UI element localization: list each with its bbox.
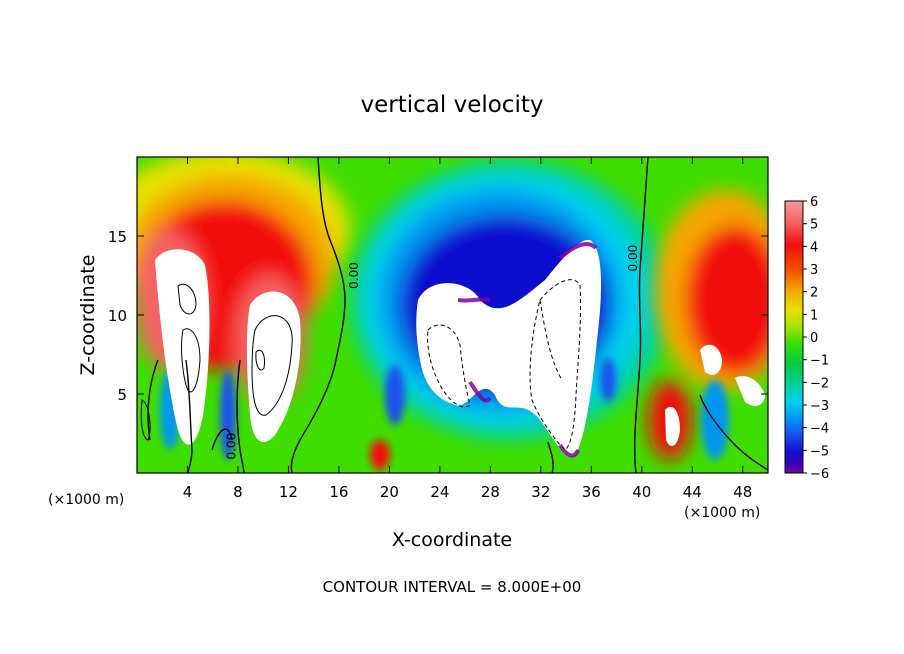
contour-label: 0.00 [224,433,238,460]
colorbar-tick-label: 5 [810,218,818,233]
x-tick-label: 28 [481,483,500,501]
y-tick-label: 15 [108,228,127,246]
colorbar-tick-label: 1 [810,308,818,323]
colorbar: 6 5 4 3 2 1 0 −1 −2 −3 −4 −5 −6 [784,195,829,482]
x-tick-label: 12 [279,483,298,501]
x-unit-left: (×1000 m) [48,492,124,508]
x-tick-label: 8 [233,483,243,501]
x-tick-label: 40 [632,483,651,501]
contour-label: 0.00 [626,245,640,272]
colorbar-tick-label: −4 [810,422,829,437]
contour-label: 0.00 [347,262,361,289]
x-tick-label: 16 [329,483,348,501]
contour-labels: 0.00 0.00 0.00 [224,245,639,460]
y-axis-ticks: 5 10 15 [108,228,768,404]
y-tick-label: 10 [108,307,127,325]
x-tick-label: 4 [183,483,193,501]
x-tick-label: 20 [380,483,399,501]
chart-title: vertical velocity [361,92,544,118]
colorbar-tick-label: −1 [810,354,829,369]
colorbar-gradient [784,200,804,474]
x-axis-label: X-coordinate [392,529,512,551]
x-tick-label: 36 [582,483,601,501]
colorbar-tick-label: 2 [810,286,818,301]
colorbar-ticks: 6 5 4 3 2 1 0 −1 −2 −3 −4 −5 −6 [803,195,829,482]
colorbar-tick-label: −6 [810,467,829,482]
colorbar-tick-label: −2 [810,376,829,391]
y-tick-label: 5 [117,386,127,404]
x-tick-label: 44 [683,483,702,501]
x-tick-label: 32 [531,483,550,501]
colorbar-tick-label: 0 [810,331,818,346]
heatmap-field [137,157,768,473]
colorbar-tick-label: 3 [810,263,818,278]
contour-interval-note: CONTOUR INTERVAL = 8.000E+00 [323,578,582,596]
x-axis-ticks: 4 8 12 16 20 24 28 32 36 40 44 48 [183,157,752,501]
y-axis-label: Z-coordinate [77,255,99,376]
colorbar-tick-label: −5 [810,444,829,459]
x-unit-right: (×1000 m) [684,505,760,521]
colorbar-tick-label: 6 [810,195,818,210]
colorbar-tick-label: −3 [810,399,829,414]
x-tick-label: 24 [430,483,449,501]
x-tick-label: 48 [733,483,752,501]
colorbar-tick-label: 4 [810,240,818,255]
